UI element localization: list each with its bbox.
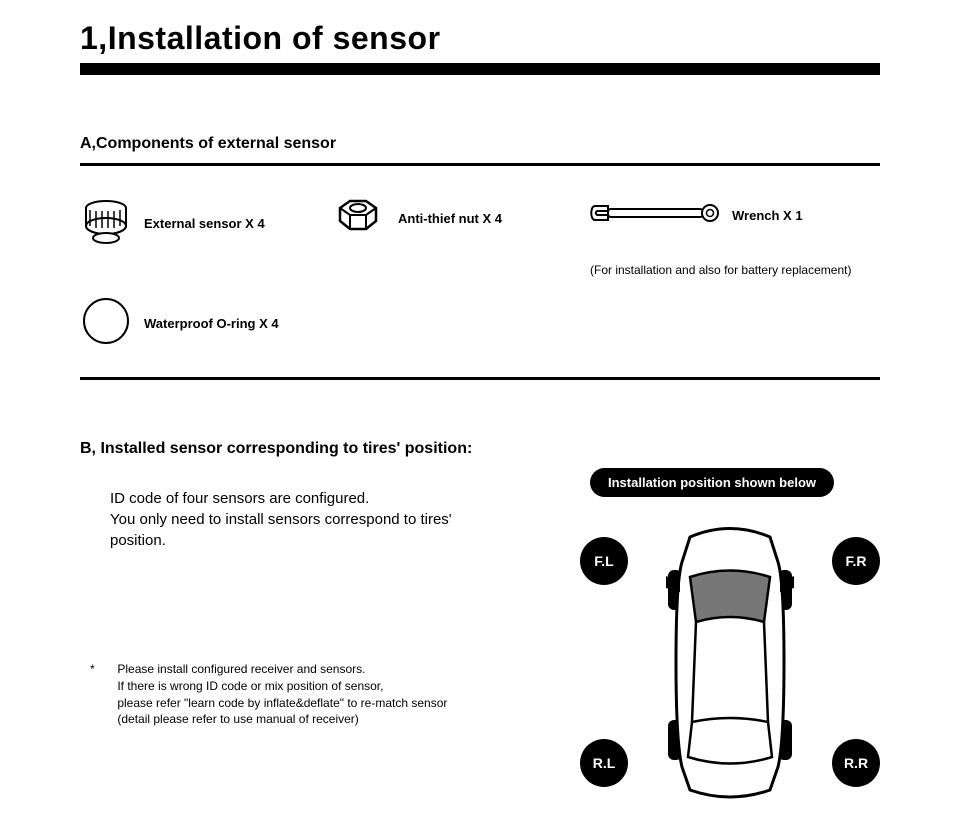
section-a-rule-bottom [80, 377, 880, 380]
components-row-1: External sensor X 4 Anti-thief nut X 4 [80, 196, 880, 277]
tire-fr: F.R [832, 537, 880, 585]
note-text: Please install configured receiver and s… [117, 661, 447, 728]
o-ring-icon [80, 295, 132, 352]
tire-rr: R.R [832, 739, 880, 787]
section-a-heading: A,Components of external sensor [80, 135, 880, 153]
wrench-icon [590, 196, 720, 235]
section-a-rule-top [80, 163, 880, 166]
car-icon [660, 522, 800, 802]
nut-icon [330, 196, 386, 241]
tire-rl: R.L [580, 739, 628, 787]
title-rule [80, 63, 880, 75]
wrench-note: (For installation and also for battery r… [590, 263, 851, 277]
page-title: 1,Installation of sensor [80, 20, 880, 57]
nut-label: Anti-thief nut X 4 [398, 211, 502, 226]
car-diagram: F.L F.R R.L R.R [580, 537, 880, 787]
external-sensor-label: External sensor X 4 [144, 216, 265, 231]
note-bullet: * [90, 661, 100, 678]
components-row-2: Waterproof O-ring X 4 [80, 295, 880, 352]
section-b-main-text: ID code of four sensors are configured. … [110, 488, 480, 551]
tire-fl: F.L [580, 537, 628, 585]
o-ring-label: Waterproof O-ring X 4 [144, 316, 279, 331]
section-b-heading: B, Installed sensor corresponding to tir… [80, 440, 880, 458]
wrench-label: Wrench X 1 [732, 208, 803, 223]
section-b-note: * Please install configured receiver and… [90, 661, 490, 728]
external-sensor-icon [80, 196, 132, 251]
installation-position-pill: Installation position shown below [590, 468, 834, 497]
